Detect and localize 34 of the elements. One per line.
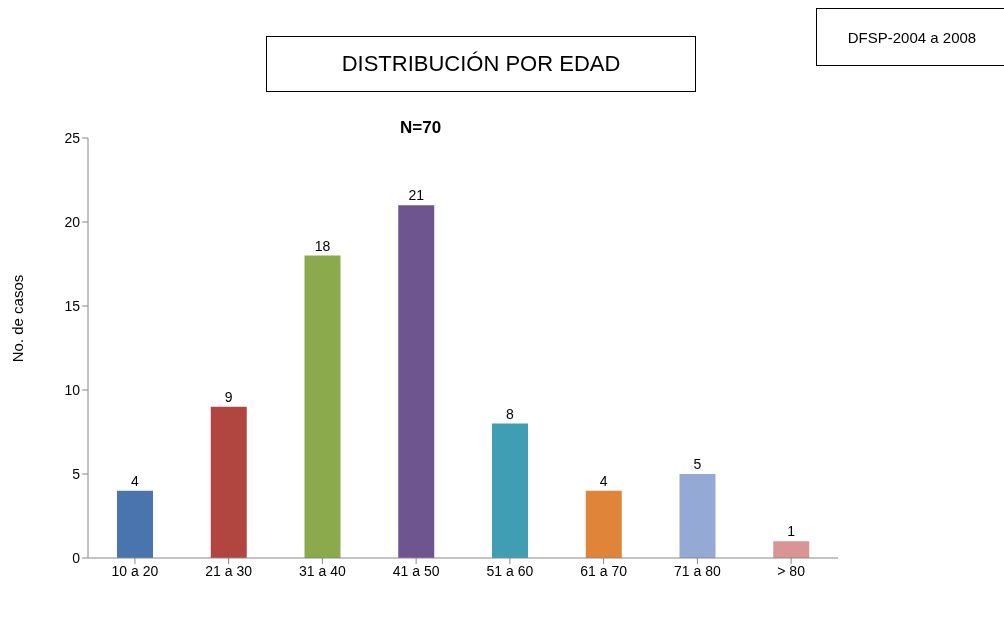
y-tick-label: 0 (72, 549, 81, 566)
x-tick-label: > 80 (777, 562, 806, 579)
bar (398, 205, 435, 558)
x-tick-label: 10 a 20 (111, 562, 159, 579)
data-label: 4 (131, 472, 140, 489)
chart-title: DISTRIBUCIÓN POR EDAD (266, 36, 696, 92)
bar (679, 474, 716, 558)
x-tick-label: 21 a 30 (205, 562, 253, 579)
x-tick-label: 71 a 80 (674, 562, 721, 579)
x-tick-label: 31 a 40 (299, 562, 346, 579)
data-label: 18 (314, 237, 331, 254)
y-axis-title: No. de casos (9, 274, 27, 362)
bar (117, 490, 153, 558)
data-label: 4 (599, 472, 608, 489)
y-tick-label: 20 (64, 213, 81, 230)
y-tick-label: 10 (64, 381, 81, 398)
y-tick-label: 5 (72, 465, 81, 482)
bar (210, 406, 247, 558)
data-label: 8 (506, 405, 515, 422)
bar (585, 490, 622, 558)
text: DFSP-2004 a 2008 (816, 8, 1004, 66)
bar (773, 541, 810, 558)
data-label: 1 (787, 523, 796, 540)
data-label: 9 (224, 388, 233, 405)
y-tick-label: 15 (64, 297, 81, 314)
x-tick-label: 41 a 50 (392, 562, 440, 579)
data-label: 21 (408, 187, 425, 204)
bar (304, 255, 341, 558)
data-label: 5 (693, 456, 702, 472)
y-tick-label: 25 (64, 129, 81, 146)
x-tick-label: 51 a 60 (486, 562, 534, 579)
bar (492, 423, 528, 558)
chart-subtitle: N=70 (400, 118, 442, 138)
x-tick-label: 61 a 70 (580, 562, 628, 579)
